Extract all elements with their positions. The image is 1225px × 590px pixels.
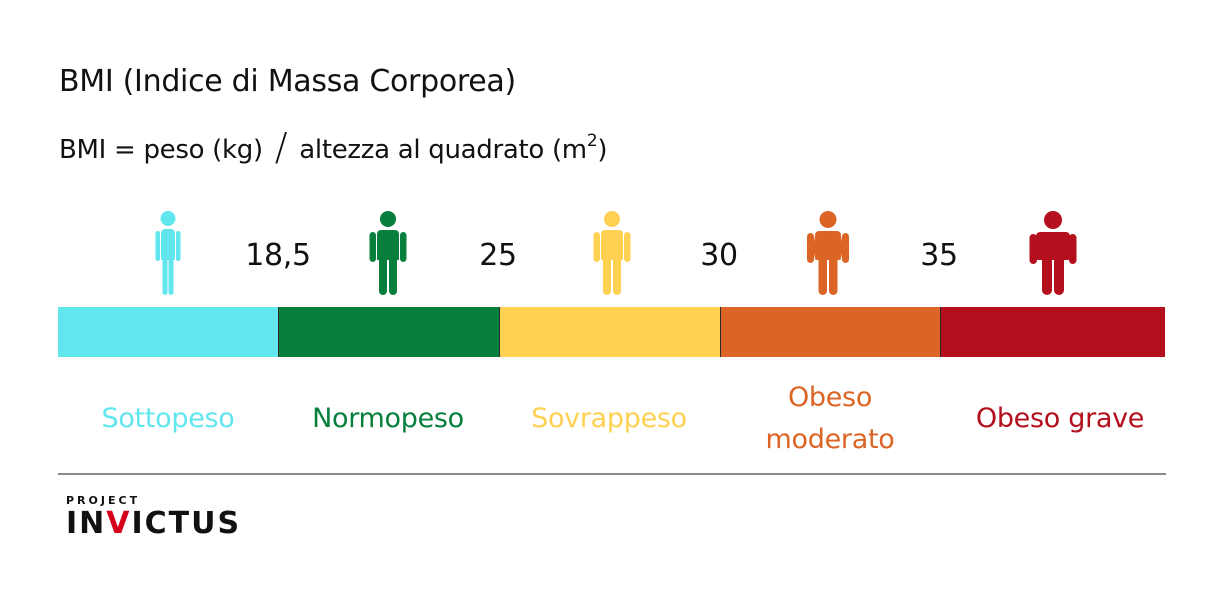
overweight-person-icon — [593, 211, 631, 295]
figure-arm — [624, 232, 631, 262]
figure-slot-1 — [368, 210, 408, 296]
figure-arm — [155, 231, 160, 261]
figure-slot-2 — [592, 210, 632, 296]
figure-leg — [379, 256, 387, 295]
formula-right: altezza al quadrato (m — [299, 135, 587, 165]
logo-text-part: ICTUS — [131, 506, 242, 541]
figure-torso — [601, 230, 623, 260]
figure-leg — [1054, 256, 1064, 295]
threshold-label: 18,5 — [245, 238, 311, 273]
thin-person-icon — [155, 211, 181, 295]
figure-arm — [842, 233, 849, 263]
figure-head — [380, 211, 396, 227]
figure-torso — [813, 231, 843, 260]
figure-head — [160, 211, 176, 226]
threshold-label: 35 — [920, 238, 958, 273]
threshold-label: 30 — [700, 238, 738, 273]
scale-segment-normopeso — [278, 307, 499, 357]
scale-segment-obeso-grave — [940, 307, 1165, 357]
logo-top-text: PROJECT — [66, 494, 141, 507]
figure-leg — [162, 256, 168, 295]
figure-arm — [400, 232, 407, 262]
bmi-scale-bar — [58, 307, 1165, 357]
category-label-sottopeso: Sottopeso — [101, 403, 235, 434]
category-label-line: Obeso — [787, 382, 873, 413]
category-label-obeso-grave: Obeso grave — [975, 403, 1145, 434]
figure-torso — [161, 229, 175, 260]
figure-leg — [168, 256, 174, 295]
figure-head — [819, 211, 837, 228]
figure-arm — [593, 232, 600, 262]
figure-slot-3 — [806, 210, 850, 296]
category-label-sovrappeso: Sovrappeso — [531, 403, 687, 434]
figure-arm — [1029, 234, 1037, 264]
scale-segment-obeso-moderato — [720, 307, 940, 357]
severely-obese-person-icon — [1029, 211, 1077, 295]
figure-arm — [807, 233, 814, 263]
figure-torso — [377, 230, 399, 260]
category-label-normopeso: Normopeso — [312, 403, 464, 434]
logo-main-text: INVICTUS — [66, 508, 241, 540]
scale-segment-sottopeso — [58, 307, 278, 357]
figure-arm — [369, 232, 376, 262]
logo-accent-letter: V — [106, 506, 132, 541]
figure-leg — [829, 256, 838, 295]
figure-slot-4 — [1029, 210, 1077, 296]
figure-leg — [613, 256, 621, 295]
formula-close: ) — [597, 135, 608, 165]
figure-leg — [603, 256, 611, 295]
scale-segment-sovrappeso — [499, 307, 720, 357]
category-label-obeso-moderato: Obeso moderato — [720, 377, 940, 461]
figure-leg — [1042, 256, 1052, 295]
obese-person-icon — [807, 211, 849, 295]
figure-torso — [1032, 232, 1074, 260]
normal-person-icon — [369, 211, 407, 295]
figure-slot-0 — [148, 210, 188, 296]
figure-arm — [176, 231, 181, 261]
divider-line — [58, 473, 1166, 475]
figure-leg — [389, 256, 397, 295]
page-title: BMI (Indice di Massa Corporea) — [59, 64, 516, 99]
category-label-line: moderato — [765, 424, 895, 455]
logo-text-part: IN — [66, 506, 107, 541]
bmi-formula: BMI = peso (kg) / altezza al quadrato (m… — [59, 126, 607, 169]
figure-head — [604, 211, 620, 227]
formula-left: BMI = peso (kg) — [59, 135, 263, 165]
threshold-label: 25 — [479, 238, 517, 273]
logo: PROJECT INVICTUS — [66, 494, 241, 540]
figure-head — [1044, 211, 1062, 229]
figure-arm — [1069, 234, 1077, 264]
formula-superscript: 2 — [586, 131, 598, 151]
formula-slash: / — [274, 125, 288, 169]
figure-leg — [818, 256, 827, 295]
